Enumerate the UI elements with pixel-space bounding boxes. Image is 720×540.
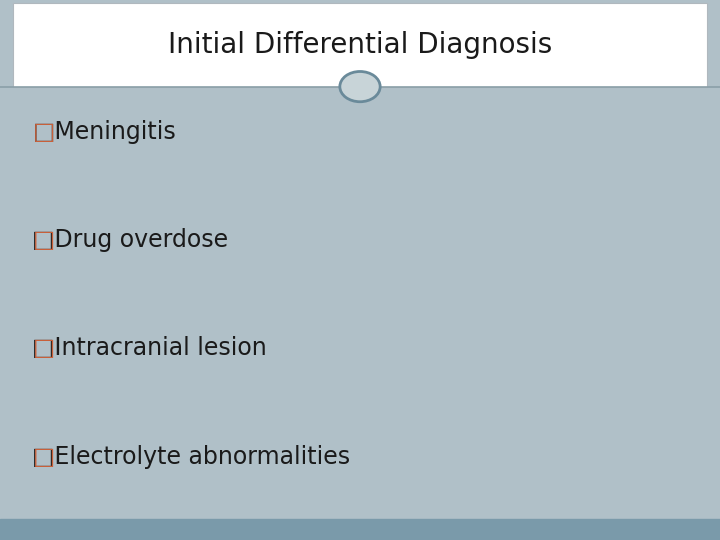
Text: □: □ [32, 120, 55, 144]
Text: □: □ [32, 336, 55, 361]
Text: Initial Differential Diagnosis: Initial Differential Diagnosis [168, 31, 552, 59]
Text: □Drug overdose: □Drug overdose [32, 228, 228, 252]
Text: □: □ [32, 445, 55, 469]
Text: □Meningitis: □Meningitis [32, 120, 176, 144]
Bar [0, 519, 720, 540]
FancyBboxPatch shape [13, 3, 707, 86]
Text: □Intracranial lesion: □Intracranial lesion [32, 336, 267, 361]
Text: □Electrolyte abnormalities: □Electrolyte abnormalities [32, 445, 351, 469]
Text: □: □ [32, 228, 55, 252]
Circle shape [340, 71, 380, 102]
